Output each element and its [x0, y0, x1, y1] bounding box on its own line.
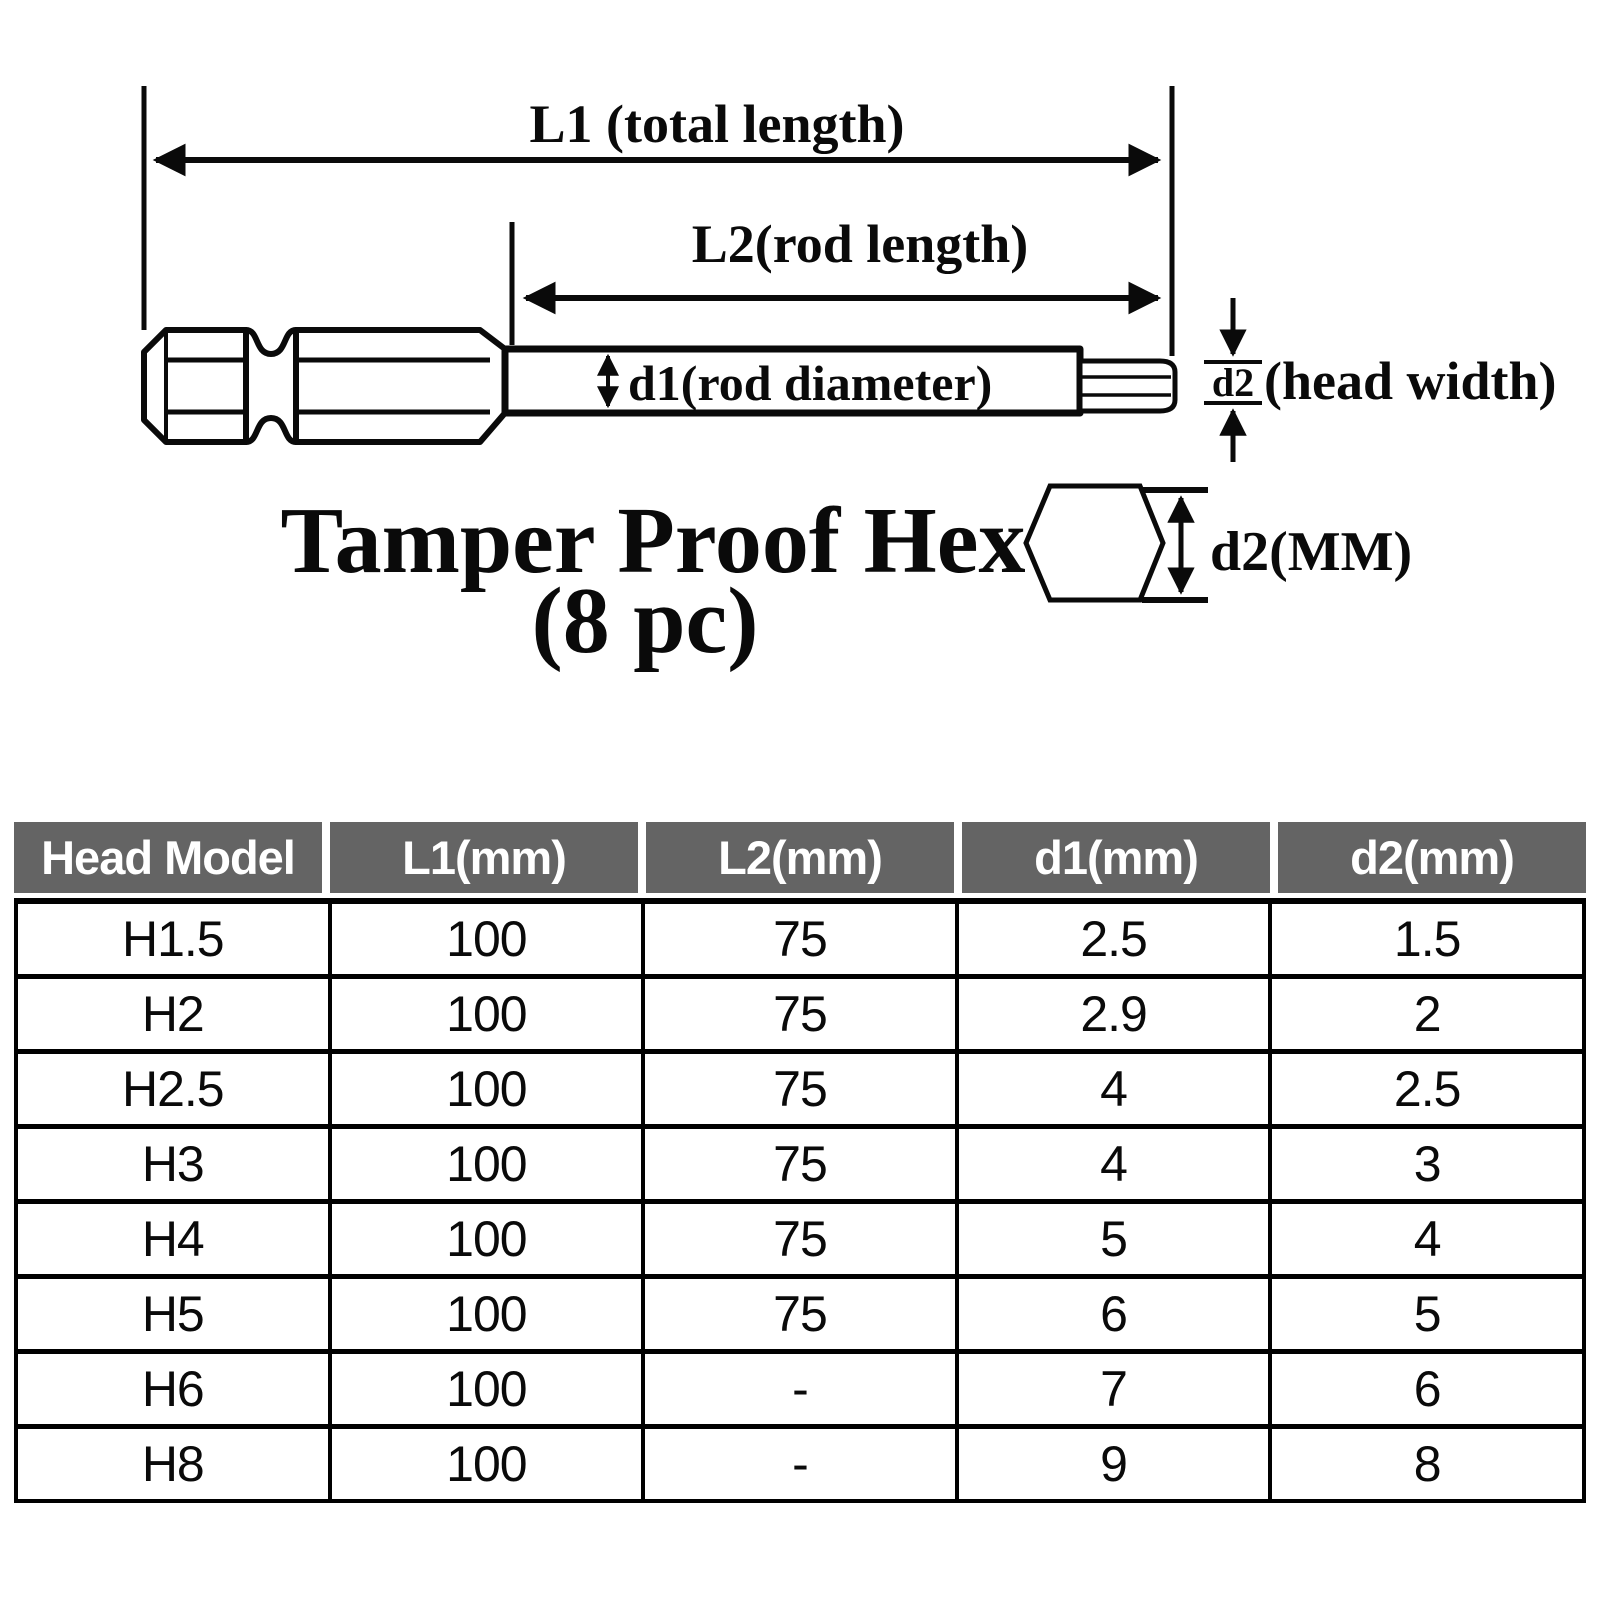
- d1-label: d1(rod diameter): [628, 355, 992, 411]
- d2-head-width-label: (head width): [1264, 351, 1557, 411]
- table-row: H4 100 75 5 4: [18, 1204, 1582, 1279]
- table-cell: H6: [18, 1354, 332, 1424]
- table-row: H2.5 100 75 4 2.5: [18, 1054, 1582, 1129]
- table-cell: 2.5: [959, 904, 1273, 974]
- table-row: H3 100 75 4 3: [18, 1129, 1582, 1204]
- table-cell: 4: [1413, 1211, 1442, 1267]
- extension-lines: [141, 86, 1175, 356]
- table-cell: H2.5: [18, 1054, 332, 1124]
- table-cell: 100: [332, 1429, 646, 1499]
- header-cell: Head Model: [14, 822, 322, 893]
- table-row: H8 100-9 8: [18, 1429, 1582, 1499]
- table-cell: H3: [18, 1129, 332, 1199]
- table-cell: 2.5: [1393, 1061, 1462, 1117]
- table-cell: H4: [18, 1204, 332, 1274]
- table-cell: 75: [645, 1129, 959, 1199]
- header-cell: L1(mm): [330, 822, 638, 893]
- table-body: H1.5 100 75 2.5 1.5 H2 100 75 2.9 2 H2.5 100 75 4 2.5 H…: [14, 898, 1586, 1503]
- table-cell: 100: [332, 1129, 646, 1199]
- hex-dim-label: d2(MM): [1210, 521, 1412, 583]
- shank-segment-2: [293, 327, 508, 445]
- d2-small-label: d2: [1212, 360, 1254, 405]
- bit-dimension-diagram: L1 (total length) L2(rod length) d1(rod …: [141, 86, 1557, 673]
- table-row: H5 100 75 6 5: [18, 1279, 1582, 1354]
- table-cell: 100: [332, 1354, 646, 1424]
- spec-table: Head Model L1(mm) L2(mm) d1(mm) d2(mm) H1.5 1…: [14, 822, 1586, 1503]
- header-cell: L2(mm): [646, 822, 954, 893]
- table-cell: H1.5: [18, 904, 332, 974]
- l2-label: L2(rod length): [692, 214, 1029, 274]
- table-cell: 3: [1413, 1136, 1442, 1192]
- table-row: H6 100-7 6: [18, 1354, 1582, 1429]
- table-cell: 100: [332, 1054, 646, 1124]
- table-cell: 4: [959, 1129, 1273, 1199]
- table-cell: -: [645, 1354, 959, 1424]
- l1-label: L1 (total length): [530, 94, 905, 154]
- table-cell: -: [645, 1429, 959, 1499]
- table-cell: 75: [645, 904, 959, 974]
- table-cell: H5: [18, 1279, 332, 1349]
- table-cell: 5: [1413, 1286, 1442, 1342]
- shank-groove-top: [245, 327, 297, 357]
- table-cell: H8: [18, 1429, 332, 1499]
- table-cell: 2: [1413, 986, 1442, 1042]
- table-cell: 75: [645, 1054, 959, 1124]
- table-cell: 5: [959, 1204, 1273, 1274]
- hex-cross-section: d2(MM): [1023, 483, 1412, 603]
- table-cell: 9: [959, 1429, 1273, 1499]
- table-row: H1.5 100 75 2.5 1.5: [18, 904, 1582, 979]
- table-cell: 100: [332, 979, 646, 1049]
- table-cell: 7: [959, 1354, 1273, 1424]
- table-header: Head Model L1(mm) L2(mm) d1(mm) d2(mm): [14, 822, 1586, 893]
- table-row: H2 100 75 2.9 2: [18, 979, 1582, 1054]
- shank-segment-1: [141, 327, 249, 445]
- table-cell: 75: [645, 1279, 959, 1349]
- shank-groove-bottom: [245, 415, 297, 445]
- table-cell: 75: [645, 979, 959, 1049]
- table-cell: 100: [332, 904, 646, 974]
- hexagon-shape: [1023, 483, 1166, 603]
- table-cell: 4: [959, 1054, 1273, 1124]
- table-cell: 8: [1413, 1436, 1442, 1492]
- table-cell: H2: [18, 979, 332, 1049]
- product-title-line1: Tamper Proof Hex: [281, 489, 1026, 593]
- table-cell: 6: [959, 1279, 1273, 1349]
- d2-head-width-dimension: d2 (head width): [1204, 298, 1557, 462]
- table-cell: 1.5: [1393, 911, 1462, 967]
- table-cell: 6: [1413, 1361, 1442, 1417]
- product-title-line2: (8 pc): [531, 569, 758, 673]
- hex-tip: [1077, 358, 1178, 414]
- table-cell: 100: [332, 1204, 646, 1274]
- header-cell: d2(mm): [1278, 822, 1586, 893]
- table-cell: 2.9: [959, 979, 1273, 1049]
- table-cell: 100: [332, 1279, 646, 1349]
- header-cell: d1(mm): [962, 822, 1270, 893]
- table-cell: 75: [645, 1204, 959, 1274]
